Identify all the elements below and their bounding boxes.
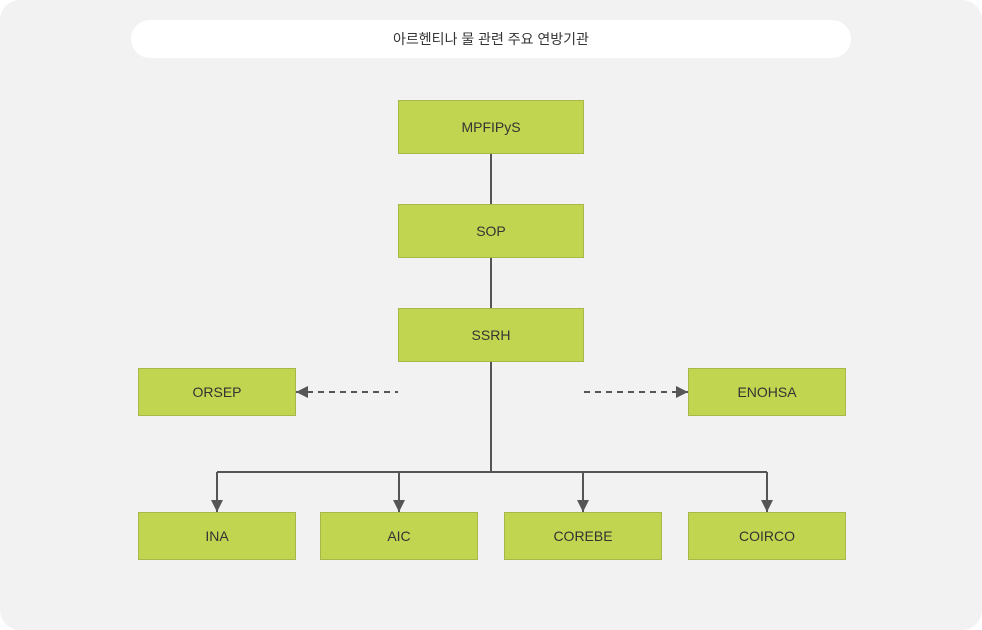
node-orsep: ORSEP	[138, 368, 296, 416]
node-coirco: COIRCO	[688, 512, 846, 560]
node-label: SSRH	[472, 327, 511, 343]
node-label: COREBE	[553, 528, 612, 544]
node-label: ENOHSA	[737, 384, 796, 400]
node-label: INA	[205, 528, 228, 544]
node-ina: INA	[138, 512, 296, 560]
node-sop: SOP	[398, 204, 584, 258]
node-mpfipys: MPFIPyS	[398, 100, 584, 154]
node-label: MPFIPyS	[461, 119, 520, 135]
diagram-canvas: 아르헨티나 물 관련 주요 연방기관 MPFIPyS SOP SSRH ORSEP EN…	[0, 0, 982, 630]
diagram-title: 아르헨티나 물 관련 주요 연방기관	[131, 20, 851, 58]
node-enohsa: ENOHSA	[688, 368, 846, 416]
node-label: COIRCO	[739, 528, 795, 544]
node-aic: AIC	[320, 512, 478, 560]
title-text: 아르헨티나 물 관련 주요 연방기관	[393, 29, 589, 49]
node-corebe: COREBE	[504, 512, 662, 560]
node-ssrh: SSRH	[398, 308, 584, 362]
node-label: AIC	[387, 528, 410, 544]
node-label: ORSEP	[192, 384, 241, 400]
node-label: SOP	[476, 223, 506, 239]
